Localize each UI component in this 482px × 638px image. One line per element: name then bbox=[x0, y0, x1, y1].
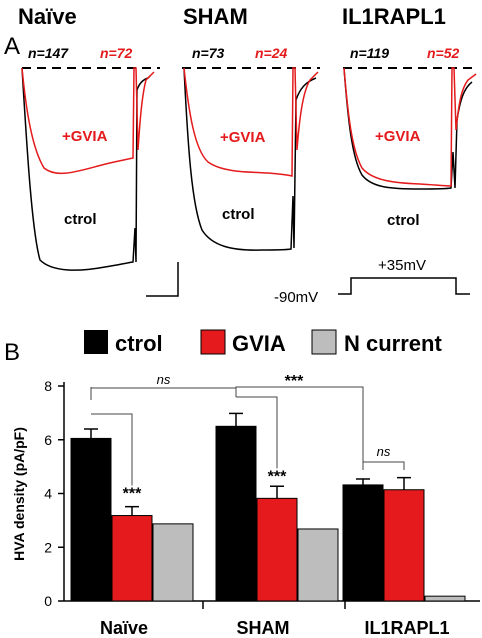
bar-n-current bbox=[424, 595, 466, 602]
n-ctrol-il1rapl1: n=119 bbox=[350, 45, 389, 61]
bar-ctrol bbox=[215, 425, 257, 602]
bracket-naive bbox=[91, 413, 133, 486]
trace-ctrol-naive bbox=[21, 67, 151, 271]
n-ctrol-naive: n=147 bbox=[28, 45, 69, 61]
group-title-naive: Naïve bbox=[18, 4, 77, 29]
trace-gvia-sham bbox=[183, 67, 319, 177]
sig-naive: *** bbox=[123, 486, 142, 503]
panel-a: A Naïve SHAM IL1RAPL1 n=147 n=72 n=73 n=… bbox=[4, 4, 478, 306]
y-tick-label: 2 bbox=[44, 539, 52, 555]
bracket-il1rapl1 bbox=[362, 461, 405, 470]
ns-naive-sham: ns bbox=[157, 372, 171, 387]
group-title-il1rapl1: IL1RAPL1 bbox=[342, 4, 446, 29]
panel-b-label: B bbox=[4, 339, 20, 366]
label-gvia-sham: +GVIA bbox=[220, 129, 266, 146]
bar-ctrol bbox=[342, 484, 384, 602]
legend-label-gvia: GVIA bbox=[232, 331, 286, 356]
bar-chart: 0 2 4 6 8 Naïve SHAM IL1RAPL1 *** *** ns ns *** bbox=[44, 372, 480, 638]
bracket-sham bbox=[236, 396, 278, 469]
legend-label-ctrol: ctrol bbox=[115, 331, 163, 356]
y-tick-label: 4 bbox=[44, 486, 52, 502]
n-ctrol-sham: n=73 bbox=[192, 45, 225, 61]
n-gvia-sham: n=24 bbox=[255, 45, 288, 61]
group-title-sham: SHAM bbox=[183, 4, 248, 29]
trace-gvia-naive bbox=[21, 67, 155, 175]
y-tick-label: 8 bbox=[44, 378, 52, 394]
bar-gvia bbox=[256, 497, 298, 602]
bar-n-current bbox=[152, 523, 194, 602]
bar-gvia bbox=[111, 515, 153, 602]
panel-b: B ctrol GVIA N current HVA density (pA/p… bbox=[4, 329, 480, 638]
x-tick-label: Naïve bbox=[100, 618, 148, 638]
n-gvia-naive: n=72 bbox=[100, 45, 133, 61]
x-tick-label: IL1RAPL1 bbox=[364, 618, 449, 638]
bar-ctrol bbox=[70, 437, 112, 602]
protocol-holding-label: -90mV bbox=[274, 289, 318, 306]
trace-gvia-il1rapl1 bbox=[343, 67, 477, 187]
label-ctrol-il1rapl1: ctrol bbox=[387, 212, 420, 229]
bracket-sham-il1rapl1 bbox=[90, 386, 364, 462]
trace-ctrol-sham bbox=[183, 67, 317, 251]
x-tick-label: SHAM bbox=[237, 618, 290, 638]
legend: ctrol GVIA N current bbox=[84, 329, 442, 356]
panel-a-label: A bbox=[4, 33, 20, 60]
legend-swatch-ctrol bbox=[84, 330, 108, 354]
label-gvia-naive: +GVIA bbox=[62, 128, 108, 145]
label-ctrol-naive: ctrol bbox=[64, 211, 97, 228]
bracket-naive-sham bbox=[90, 387, 237, 400]
legend-label-ncurrent: N current bbox=[344, 331, 442, 356]
y-axis-label: HVA density (pA/pF) bbox=[11, 427, 27, 561]
n-gvia-il1rapl1: n=52 bbox=[427, 45, 460, 61]
label-gvia-il1rapl1: +GVIA bbox=[375, 128, 421, 145]
y-tick-label: 0 bbox=[44, 593, 52, 609]
ns-il1rapl1: ns bbox=[377, 444, 391, 459]
scale-bar bbox=[146, 262, 179, 297]
sig-sham: *** bbox=[268, 468, 287, 485]
protocol-step-label: +35mV bbox=[378, 257, 426, 274]
sig-il1rapl1: *** bbox=[285, 373, 304, 390]
voltage-protocol bbox=[338, 277, 470, 295]
bar-gvia bbox=[383, 489, 425, 602]
label-ctrol-sham: ctrol bbox=[222, 206, 255, 223]
legend-swatch-gvia bbox=[200, 329, 226, 355]
bar-n-current bbox=[297, 528, 339, 602]
legend-swatch-ncurrent bbox=[311, 329, 337, 355]
y-tick-label: 6 bbox=[44, 432, 52, 448]
